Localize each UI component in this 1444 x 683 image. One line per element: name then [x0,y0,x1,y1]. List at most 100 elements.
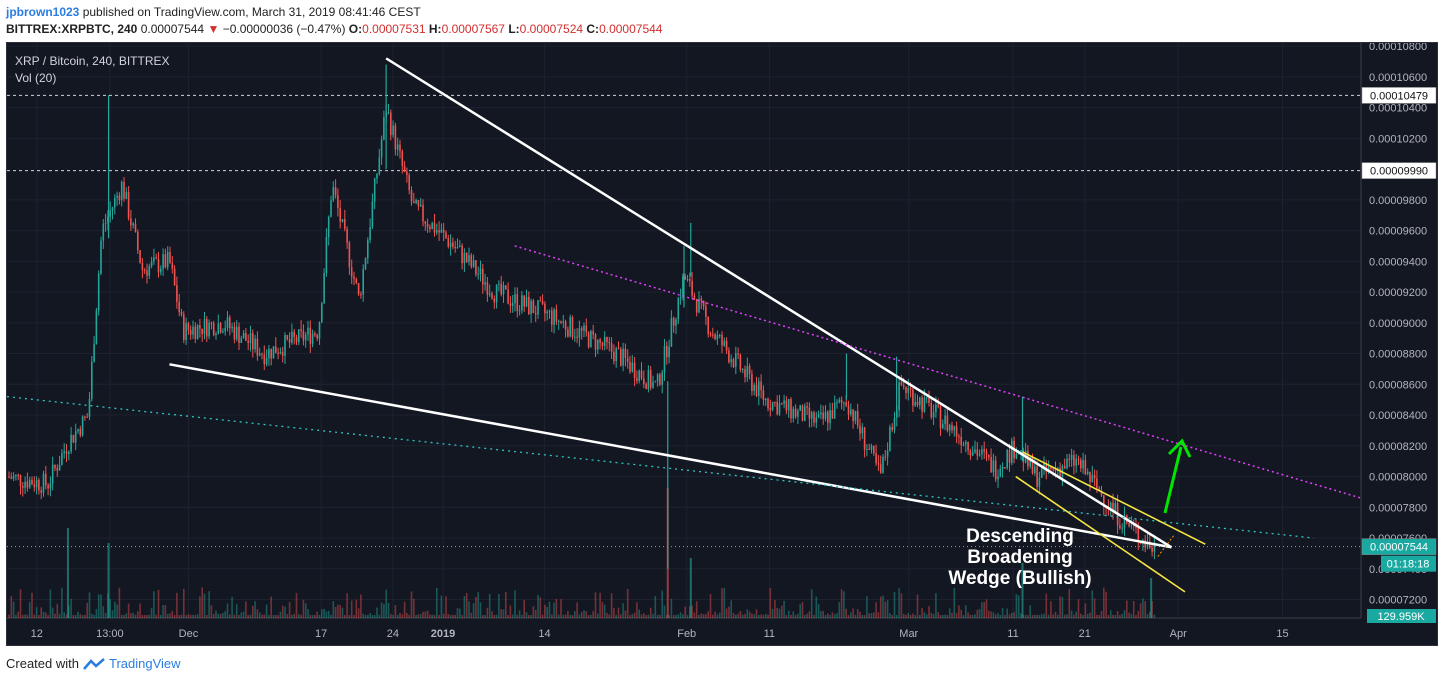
candle-body [201,328,203,335]
volume-bar [564,614,567,618]
volume-bar [10,595,13,618]
candle-body [493,298,496,303]
volume-bar [1017,595,1020,618]
volume-bar [659,614,661,618]
price-chart[interactable]: Descending Broadening Wedge (Bullish) 0.… [6,41,1437,645]
candle-body [111,207,114,211]
candle-body [258,353,261,356]
candle-body [318,322,321,339]
tradingview-brand-link[interactable]: TradingView [108,656,181,671]
volume-bar [863,614,866,618]
candle-body [360,294,362,296]
volume-bar [870,612,873,618]
candle-body [302,330,305,341]
volume-bar [758,614,760,618]
volume-bar [491,611,493,618]
volume-bar [286,614,289,618]
candle-body [909,388,912,390]
volume-bar [217,613,220,618]
volume-bar [28,602,31,618]
volume-bar [1091,590,1094,618]
volume-bar [332,601,335,618]
candle-body [403,165,406,172]
candle-body [905,386,907,393]
volume-bar [72,614,75,618]
candle-body [346,228,348,243]
y-tick-label: 0.00008200 [1369,441,1427,453]
candle-body [422,204,424,222]
candle-body [831,410,834,419]
volume-bar [183,588,185,618]
candle-body [300,329,302,331]
chart-panel[interactable]: Descending Broadening Wedge (Bullish) 0.… [6,41,1438,646]
volume-bar [555,598,558,618]
candle-body [104,222,107,224]
author-link[interactable]: jpbrown1023 [6,5,80,19]
candle-body [893,417,896,430]
candle-body [877,463,880,465]
candle-body [810,412,813,419]
candle-body [42,473,45,493]
candle-body [410,190,413,202]
volume-bar [776,607,778,618]
upper-trendline [385,57,1173,549]
volume-bar [1075,611,1077,618]
volume-bar [498,594,500,618]
candle-body [939,406,942,429]
candle-body [990,456,992,473]
volume-bar [824,615,827,618]
volume-bar [500,609,502,618]
candle-body [539,300,542,302]
volume-bar [886,600,889,618]
volume-bar [748,611,751,618]
candle-body [314,333,316,336]
candle-body [1096,478,1098,489]
candle-body [298,329,300,343]
volume-bar [948,608,951,618]
volume-bar [994,614,997,618]
volume-bar [1128,612,1130,618]
volume-bar [247,614,249,618]
y-tick-label: 0.00009200 [1369,287,1427,299]
candle-body [206,318,208,337]
candle-body [739,354,742,370]
candle-body [643,378,645,384]
candle-body [390,112,392,136]
volume-bar [900,593,903,618]
volume-bar [203,593,206,618]
volume-bar [385,589,387,618]
candle-body [555,309,558,322]
volume-bar [51,607,54,618]
trend-lines[interactable] [6,57,1362,593]
volume-bar [801,601,804,618]
volume-bar [999,614,1002,618]
candle-body [279,351,282,354]
candle-body [505,285,507,290]
candle-body [192,326,194,335]
candle-body [1098,488,1100,491]
time-axis[interactable]: 12 13:00 Dec 17 24 2019 14 Feb 11 Mar 11 21 Apr 15 [31,628,1289,640]
volume-bar [33,614,36,618]
horizontal-levels [7,94,1361,548]
volume-bar [392,614,394,618]
close-value: 0.00007544 [599,22,663,36]
candle-body [180,312,183,315]
candle-body [429,226,431,230]
volume-bar [516,614,519,618]
volume-bar [698,614,700,618]
candle-body [19,474,22,487]
candle-body [74,431,77,443]
volume-bar [1089,612,1091,618]
volume-bar [877,612,880,618]
candle-body [277,353,279,355]
volume-bar [378,614,381,618]
volume-bar [1070,610,1073,618]
volume-bar [192,614,194,618]
volume-bar [493,614,496,618]
candle-body [544,303,546,314]
volume-bar [456,608,459,618]
candle-body [419,204,422,207]
volume-bar [1109,610,1112,618]
volume-bar [1123,610,1126,618]
volume-spike [107,543,110,618]
